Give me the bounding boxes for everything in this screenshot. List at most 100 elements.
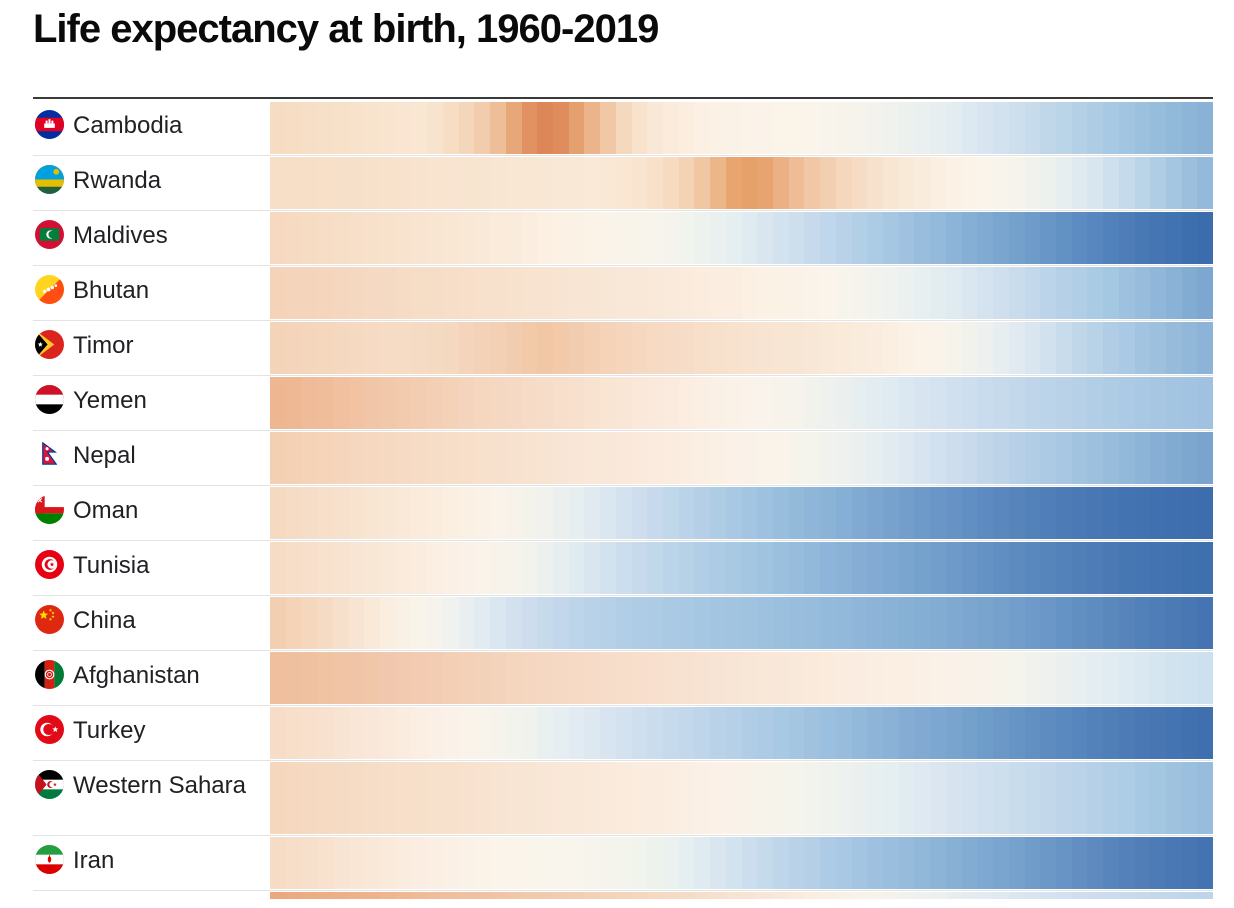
heatmap-strip-rw[interactable] bbox=[270, 157, 1214, 209]
year-cell bbox=[820, 542, 836, 594]
year-cell bbox=[505, 542, 522, 594]
heatmap-strip[interactable] bbox=[270, 892, 1214, 899]
year-cell bbox=[898, 212, 915, 264]
year-cell bbox=[930, 267, 946, 319]
year-cell bbox=[505, 837, 522, 889]
year-cell bbox=[348, 432, 365, 484]
year-cell bbox=[1150, 597, 1166, 649]
year-cell bbox=[757, 487, 773, 539]
year-cell bbox=[961, 322, 978, 374]
year-cell bbox=[490, 157, 506, 209]
year-cell bbox=[1008, 377, 1025, 429]
year-cell bbox=[537, 542, 553, 594]
year-cell bbox=[285, 652, 302, 704]
year-cell bbox=[364, 892, 381, 899]
year-cell bbox=[1150, 652, 1166, 704]
year-cell bbox=[1103, 837, 1119, 889]
year-cell bbox=[505, 102, 522, 154]
row-separator bbox=[33, 485, 1213, 486]
year-cell bbox=[914, 762, 931, 834]
year-cell bbox=[820, 157, 836, 209]
heatmap-strip-kh[interactable] bbox=[270, 102, 1214, 154]
year-cell bbox=[741, 707, 758, 759]
year-cell bbox=[961, 377, 978, 429]
year-cell bbox=[411, 762, 428, 834]
flag-mv-icon bbox=[35, 220, 64, 249]
heatmap-strip-cn[interactable] bbox=[270, 597, 1214, 649]
year-cell bbox=[977, 762, 994, 834]
country-row: Yemen bbox=[0, 375, 1234, 430]
heatmap-strip-om[interactable] bbox=[270, 487, 1214, 539]
year-cell bbox=[427, 837, 443, 889]
year-cell bbox=[348, 267, 365, 319]
year-cell bbox=[851, 322, 868, 374]
flag-ye-icon bbox=[35, 385, 64, 414]
heatmap-strip-tl[interactable] bbox=[270, 322, 1214, 374]
year-cell bbox=[615, 597, 632, 649]
country-row: Bhutan bbox=[0, 265, 1234, 320]
heatmap-strip-af[interactable] bbox=[270, 652, 1214, 704]
year-cell bbox=[1165, 707, 1182, 759]
year-cell bbox=[757, 432, 773, 484]
year-cell bbox=[458, 652, 475, 704]
country-name: Oman bbox=[73, 497, 139, 524]
flag-rw-icon bbox=[35, 165, 64, 194]
year-cell bbox=[364, 102, 381, 154]
country-label: Western Sahara bbox=[0, 760, 268, 801]
flag-tn-icon bbox=[35, 550, 64, 579]
year-cell bbox=[867, 487, 884, 539]
year-cell bbox=[317, 597, 333, 649]
year-cell bbox=[1008, 542, 1025, 594]
year-cell bbox=[1150, 892, 1166, 899]
year-cell bbox=[600, 542, 616, 594]
year-cell bbox=[1040, 597, 1056, 649]
year-cell bbox=[332, 707, 349, 759]
year-cell bbox=[490, 837, 506, 889]
year-cell bbox=[883, 377, 899, 429]
year-cell bbox=[458, 377, 475, 429]
year-cell bbox=[1008, 157, 1025, 209]
year-cell bbox=[427, 762, 443, 834]
year-cell bbox=[835, 837, 852, 889]
year-cell bbox=[835, 212, 852, 264]
heatmap-strip-tr[interactable] bbox=[270, 707, 1214, 759]
year-cell bbox=[647, 377, 663, 429]
year-cell bbox=[883, 212, 899, 264]
heatmap-strip-mv[interactable] bbox=[270, 212, 1214, 264]
heatmap-strip-np[interactable] bbox=[270, 432, 1214, 484]
partial-row bbox=[0, 890, 1234, 900]
heatmap-strip-eh[interactable] bbox=[270, 762, 1214, 834]
year-cell bbox=[1071, 652, 1088, 704]
year-cell bbox=[1197, 837, 1214, 889]
year-cell bbox=[757, 652, 773, 704]
year-cell bbox=[741, 487, 758, 539]
year-cell bbox=[945, 597, 962, 649]
year-cell bbox=[914, 267, 931, 319]
year-cell bbox=[867, 377, 884, 429]
heatmap-strip-ye[interactable] bbox=[270, 377, 1214, 429]
heatmap-strip-tn[interactable] bbox=[270, 542, 1214, 594]
year-cell bbox=[505, 212, 522, 264]
year-cell bbox=[867, 322, 884, 374]
year-cell bbox=[1134, 322, 1151, 374]
year-cell bbox=[395, 542, 412, 594]
year-cell bbox=[1197, 212, 1214, 264]
year-cell bbox=[725, 102, 742, 154]
year-cell bbox=[788, 892, 805, 899]
year-cell bbox=[1087, 652, 1104, 704]
year-cell bbox=[474, 322, 491, 374]
year-cell bbox=[1197, 892, 1214, 899]
year-cell bbox=[914, 212, 931, 264]
year-cell bbox=[851, 542, 868, 594]
year-cell bbox=[883, 157, 899, 209]
year-cell bbox=[867, 762, 884, 834]
year-cell bbox=[647, 432, 663, 484]
year-cell bbox=[317, 892, 333, 899]
country-label: Turkey bbox=[0, 705, 268, 746]
heatmap-strip-ir[interactable] bbox=[270, 837, 1214, 889]
year-cell bbox=[977, 837, 994, 889]
heatmap-strip-bt[interactable] bbox=[270, 267, 1214, 319]
year-cell bbox=[710, 597, 726, 649]
year-cell bbox=[867, 157, 884, 209]
year-cell bbox=[757, 267, 773, 319]
